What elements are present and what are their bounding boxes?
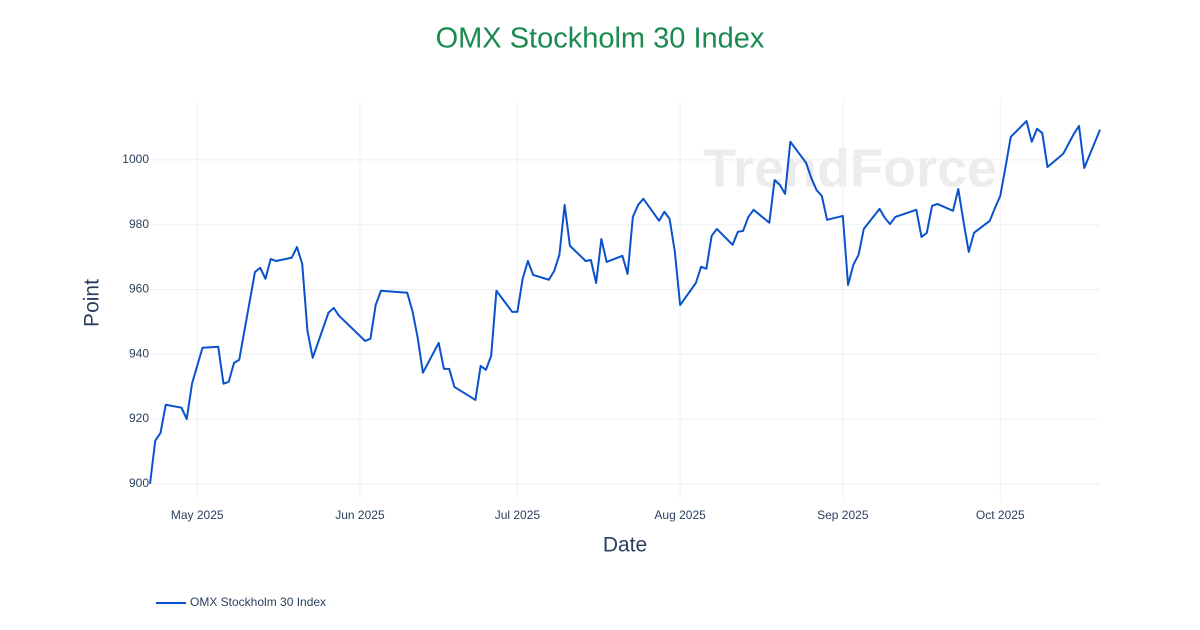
watermark: TrendForce — [703, 138, 997, 198]
legend-label: OMX Stockholm 30 Index — [190, 595, 326, 609]
chart-title: OMX Stockholm 30 Index — [436, 23, 765, 55]
y-tick-label: 980 — [129, 217, 149, 231]
x-tick-label: May 2025 — [171, 508, 224, 522]
x-tick-label: Jun 2025 — [335, 508, 385, 522]
y-tick-label: 940 — [129, 346, 149, 360]
y-tick-label: 960 — [129, 282, 149, 296]
x-tick-label: Oct 2025 — [976, 508, 1025, 522]
y-tick-label: 1000 — [122, 152, 149, 166]
y-tick-label: 920 — [129, 411, 149, 425]
x-tick-label: Aug 2025 — [654, 508, 706, 522]
y-axis-title: Point — [81, 279, 104, 327]
x-axis-title: Date — [603, 534, 647, 557]
x-tick-label: Sep 2025 — [817, 508, 869, 522]
x-tick-label: Jul 2025 — [495, 508, 541, 522]
y-tick-label: 900 — [129, 476, 149, 490]
data-line — [149, 120, 1101, 484]
